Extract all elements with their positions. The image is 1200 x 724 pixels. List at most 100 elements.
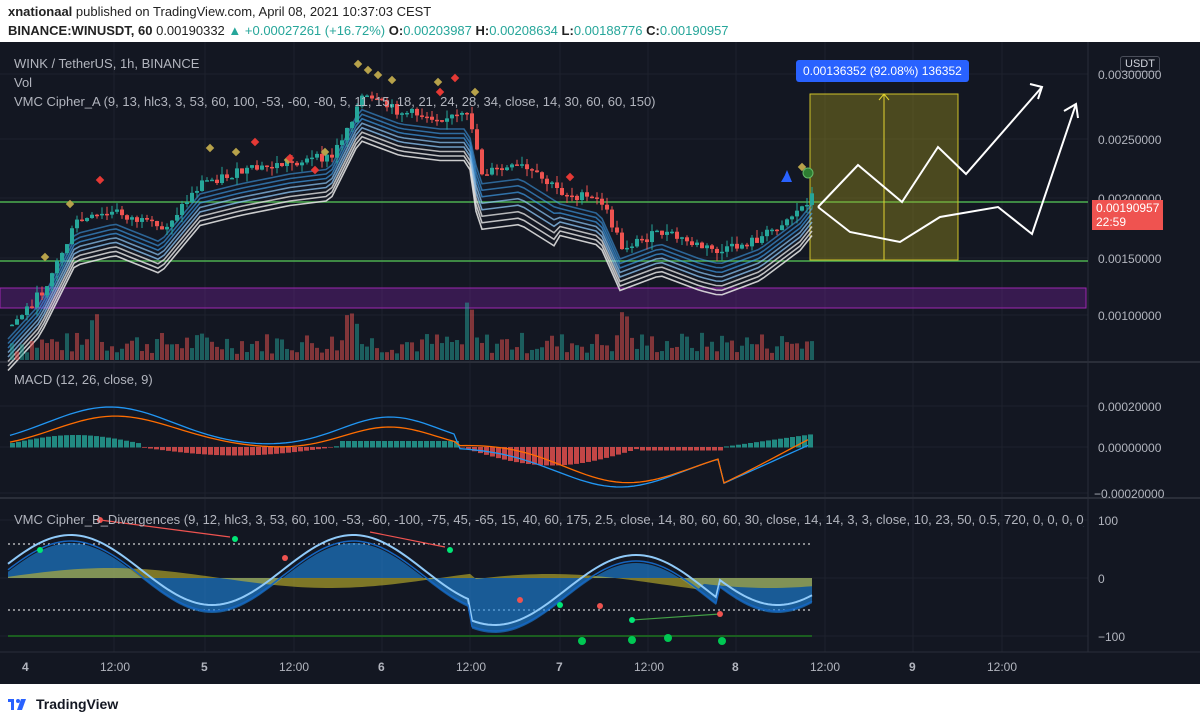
current-price-label: 0.00190957 22:59 xyxy=(1092,200,1164,230)
volume-bar xyxy=(545,340,549,360)
volume-bar xyxy=(100,341,104,360)
volume-bar xyxy=(565,352,569,360)
volume-bar xyxy=(640,334,644,360)
cross-dot-icon xyxy=(97,517,103,523)
volume-legend[interactable]: Vol xyxy=(14,75,33,90)
macd-bar xyxy=(340,441,345,448)
cross-dot-icon xyxy=(232,536,238,542)
open-value: 0.00203987 xyxy=(403,23,472,38)
macd-bar xyxy=(616,447,621,455)
candle-body xyxy=(220,174,224,184)
volume-bar xyxy=(230,348,234,360)
candle-body xyxy=(430,116,434,120)
footer-brand[interactable]: TradingView xyxy=(36,696,119,712)
macd-bar xyxy=(112,438,117,448)
vmc-a-legend[interactable]: VMC Cipher_A (9, 13, hlc3, 3, 53, 60, 10… xyxy=(14,94,656,109)
chart-title[interactable]: WINK / TetherUS, 1h, BINANCE xyxy=(14,56,200,71)
candle-body xyxy=(385,100,389,108)
price-tick: 0.00150000 xyxy=(1098,252,1162,266)
projection-path-upper xyxy=(817,86,1043,208)
mfi-area xyxy=(8,568,812,590)
candle-body xyxy=(270,166,274,169)
candle-body xyxy=(70,228,74,245)
currency-button[interactable]: USDT xyxy=(1120,56,1160,72)
volume-bar xyxy=(460,344,464,360)
volume-bar xyxy=(480,342,484,360)
blue-triangle-icon xyxy=(782,170,792,182)
macd-bar xyxy=(394,441,399,448)
osc-tick: 100 xyxy=(1098,514,1119,528)
candle-body xyxy=(415,108,419,116)
macd-bar xyxy=(418,441,423,448)
candle-body xyxy=(765,229,769,237)
macd-bar xyxy=(310,447,315,450)
volume-bar xyxy=(235,353,239,360)
volume-bar xyxy=(335,350,339,360)
candle-body xyxy=(145,218,149,220)
volume-bar xyxy=(170,344,174,360)
candle-body xyxy=(155,221,159,227)
candle-body xyxy=(35,292,39,308)
candle-body xyxy=(545,178,549,185)
green-dot-icon xyxy=(802,167,814,179)
red-diamond-icon xyxy=(450,73,460,83)
macd-bar xyxy=(94,436,99,448)
macd-bar xyxy=(454,441,459,448)
macd-bar xyxy=(166,447,171,451)
candle-body xyxy=(560,188,564,195)
macd-bar xyxy=(694,447,699,451)
candle-body xyxy=(610,209,614,228)
candle-body xyxy=(470,113,474,130)
macd-bar xyxy=(610,447,615,457)
volume-bar xyxy=(285,348,289,360)
candle-body xyxy=(790,216,794,220)
volume-bar xyxy=(500,339,504,360)
candle-body xyxy=(565,194,569,197)
candle-body xyxy=(405,112,409,115)
candle-body xyxy=(190,192,194,202)
vmc-b-legend[interactable]: VMC Cipher_B_Divergences (9, 12, hlc3, 3… xyxy=(14,512,1084,527)
candle-body xyxy=(75,219,79,229)
volume-bar xyxy=(680,333,684,360)
candle-body xyxy=(785,219,789,226)
candle-body xyxy=(275,163,279,169)
candle-body xyxy=(715,248,719,254)
candle-body xyxy=(525,164,529,170)
time-tick: 9 xyxy=(909,660,916,674)
candle-body xyxy=(535,170,539,173)
macd-bar xyxy=(322,447,327,449)
macd-legend[interactable]: MACD (12, 26, close, 9) xyxy=(14,372,153,387)
volume-bar xyxy=(395,353,399,360)
volume-bar xyxy=(140,351,144,360)
volume-bar xyxy=(130,340,134,360)
candle-body xyxy=(90,214,94,219)
macd-bar xyxy=(508,447,513,461)
volume-bar xyxy=(320,352,324,360)
macd-bar xyxy=(496,447,501,459)
volume-bar xyxy=(340,340,344,360)
volume-bar xyxy=(435,334,439,360)
volume-bar xyxy=(560,334,564,360)
candle-body xyxy=(635,238,639,247)
macd-bar xyxy=(550,447,555,466)
candle-body xyxy=(290,161,294,163)
ribbon-line xyxy=(7,108,813,340)
volume-bar xyxy=(255,341,259,360)
macd-bar xyxy=(712,447,717,451)
publisher-name[interactable]: xnationaal xyxy=(8,4,73,19)
volume-bar xyxy=(750,344,754,360)
candle-body xyxy=(55,260,59,274)
buy-signal-dot-icon xyxy=(664,634,672,642)
cross-dot-icon xyxy=(447,547,453,553)
candle-body xyxy=(195,190,199,193)
ribbon-line xyxy=(7,126,813,358)
candle-body xyxy=(440,120,444,122)
candle-body xyxy=(225,174,229,178)
macd-histogram xyxy=(9,406,813,488)
tradingview-logo-icon xyxy=(8,699,26,710)
macd-bar xyxy=(10,443,15,448)
candle-body xyxy=(520,164,524,166)
chart-area[interactable]: WINK / TetherUS, 1h, BINANCE Vol VMC Cip… xyxy=(0,42,1200,684)
chart-canvas[interactable] xyxy=(0,42,1200,684)
volume-bar xyxy=(725,342,729,360)
